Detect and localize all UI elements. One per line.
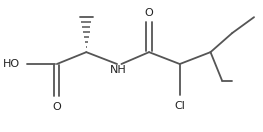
Text: HO: HO [3, 59, 20, 69]
Text: O: O [53, 102, 61, 112]
Text: Cl: Cl [174, 101, 185, 111]
Text: O: O [145, 8, 153, 18]
Text: NH: NH [110, 65, 127, 75]
